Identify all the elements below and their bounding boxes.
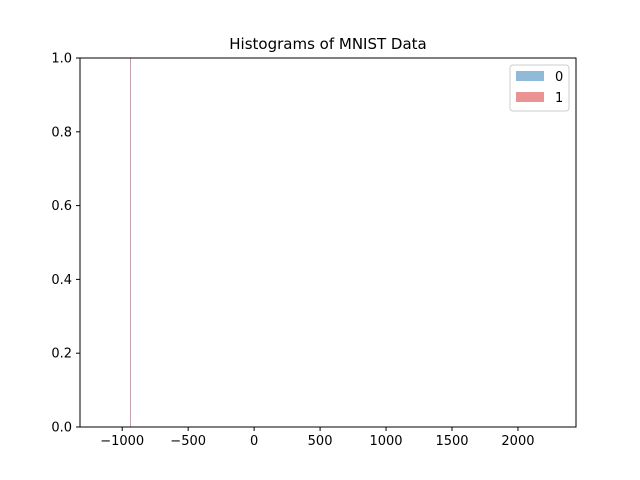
bars-layer	[130, 58, 131, 427]
y-tick-label: 0.8	[51, 125, 72, 140]
legend: 01	[509, 64, 570, 112]
legend-swatch-series-0	[516, 71, 544, 81]
x-axis: −1000 −500 0 500 1000 1500 2000	[100, 427, 535, 449]
y-tick-label: 0.4	[51, 273, 72, 288]
legend-swatch-series-1	[516, 92, 544, 102]
x-tick-label: −500	[170, 434, 206, 449]
x-tick-label: 0	[250, 434, 258, 449]
y-tick-label: 1.0	[51, 52, 72, 67]
x-tick-label: 1500	[435, 434, 468, 449]
y-tick-label: 0.6	[51, 199, 72, 214]
y-axis: 0.0 0.2 0.4 0.6 0.8 1.0	[51, 52, 80, 436]
chart-title: Histograms of MNIST Data	[229, 35, 426, 53]
y-tick-label: 0.0	[51, 421, 72, 436]
legend-label-series-0: 0	[555, 70, 563, 85]
y-tick-label: 0.2	[51, 347, 72, 362]
legend-label-series-1: 1	[555, 91, 563, 106]
x-tick-label: 1000	[369, 434, 402, 449]
x-tick-label: 500	[308, 434, 333, 449]
axes-frame	[79, 57, 577, 428]
x-tick-label: 2000	[501, 434, 534, 449]
x-tick-label: −1000	[100, 434, 144, 449]
histogram-bar-series-1	[130, 58, 131, 427]
